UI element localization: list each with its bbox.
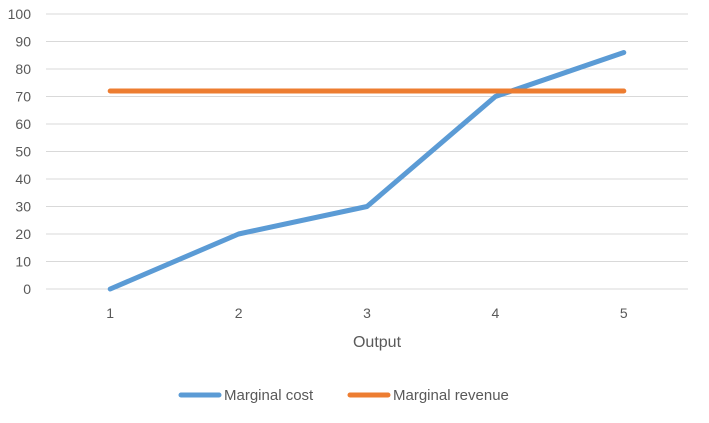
y-tick-label: 100 — [8, 6, 32, 22]
gridlines — [46, 13, 688, 290]
y-tick-label: 90 — [15, 34, 31, 50]
x-axis-tick-labels: 1 2 3 4 5 — [106, 305, 628, 321]
y-tick-label: 20 — [15, 226, 31, 242]
y-tick-label: 40 — [15, 171, 31, 187]
x-axis-title: Output — [353, 334, 402, 351]
y-tick-label: 0 — [23, 281, 31, 297]
series-line-marginal-cost — [107, 50, 627, 292]
y-tick-label: 70 — [15, 89, 31, 105]
y-tick-label: 60 — [15, 116, 31, 132]
legend: Marginal cost Marginal revenue — [178, 387, 509, 404]
y-axis-tick-labels: 0 10 20 30 40 50 60 70 80 90 100 — [8, 6, 32, 297]
x-tick-label: 1 — [106, 305, 114, 321]
legend-label: Marginal revenue — [393, 387, 509, 404]
x-tick-label: 4 — [492, 305, 500, 321]
y-tick-label: 30 — [15, 199, 31, 215]
y-tick-label: 80 — [15, 61, 31, 77]
legend-label: Marginal cost — [224, 387, 314, 404]
x-tick-label: 2 — [235, 305, 243, 321]
x-tick-label: 5 — [620, 305, 628, 321]
y-tick-label: 10 — [15, 254, 31, 270]
y-tick-label: 50 — [15, 144, 31, 160]
x-tick-label: 3 — [363, 305, 371, 321]
series-lines — [107, 50, 627, 292]
